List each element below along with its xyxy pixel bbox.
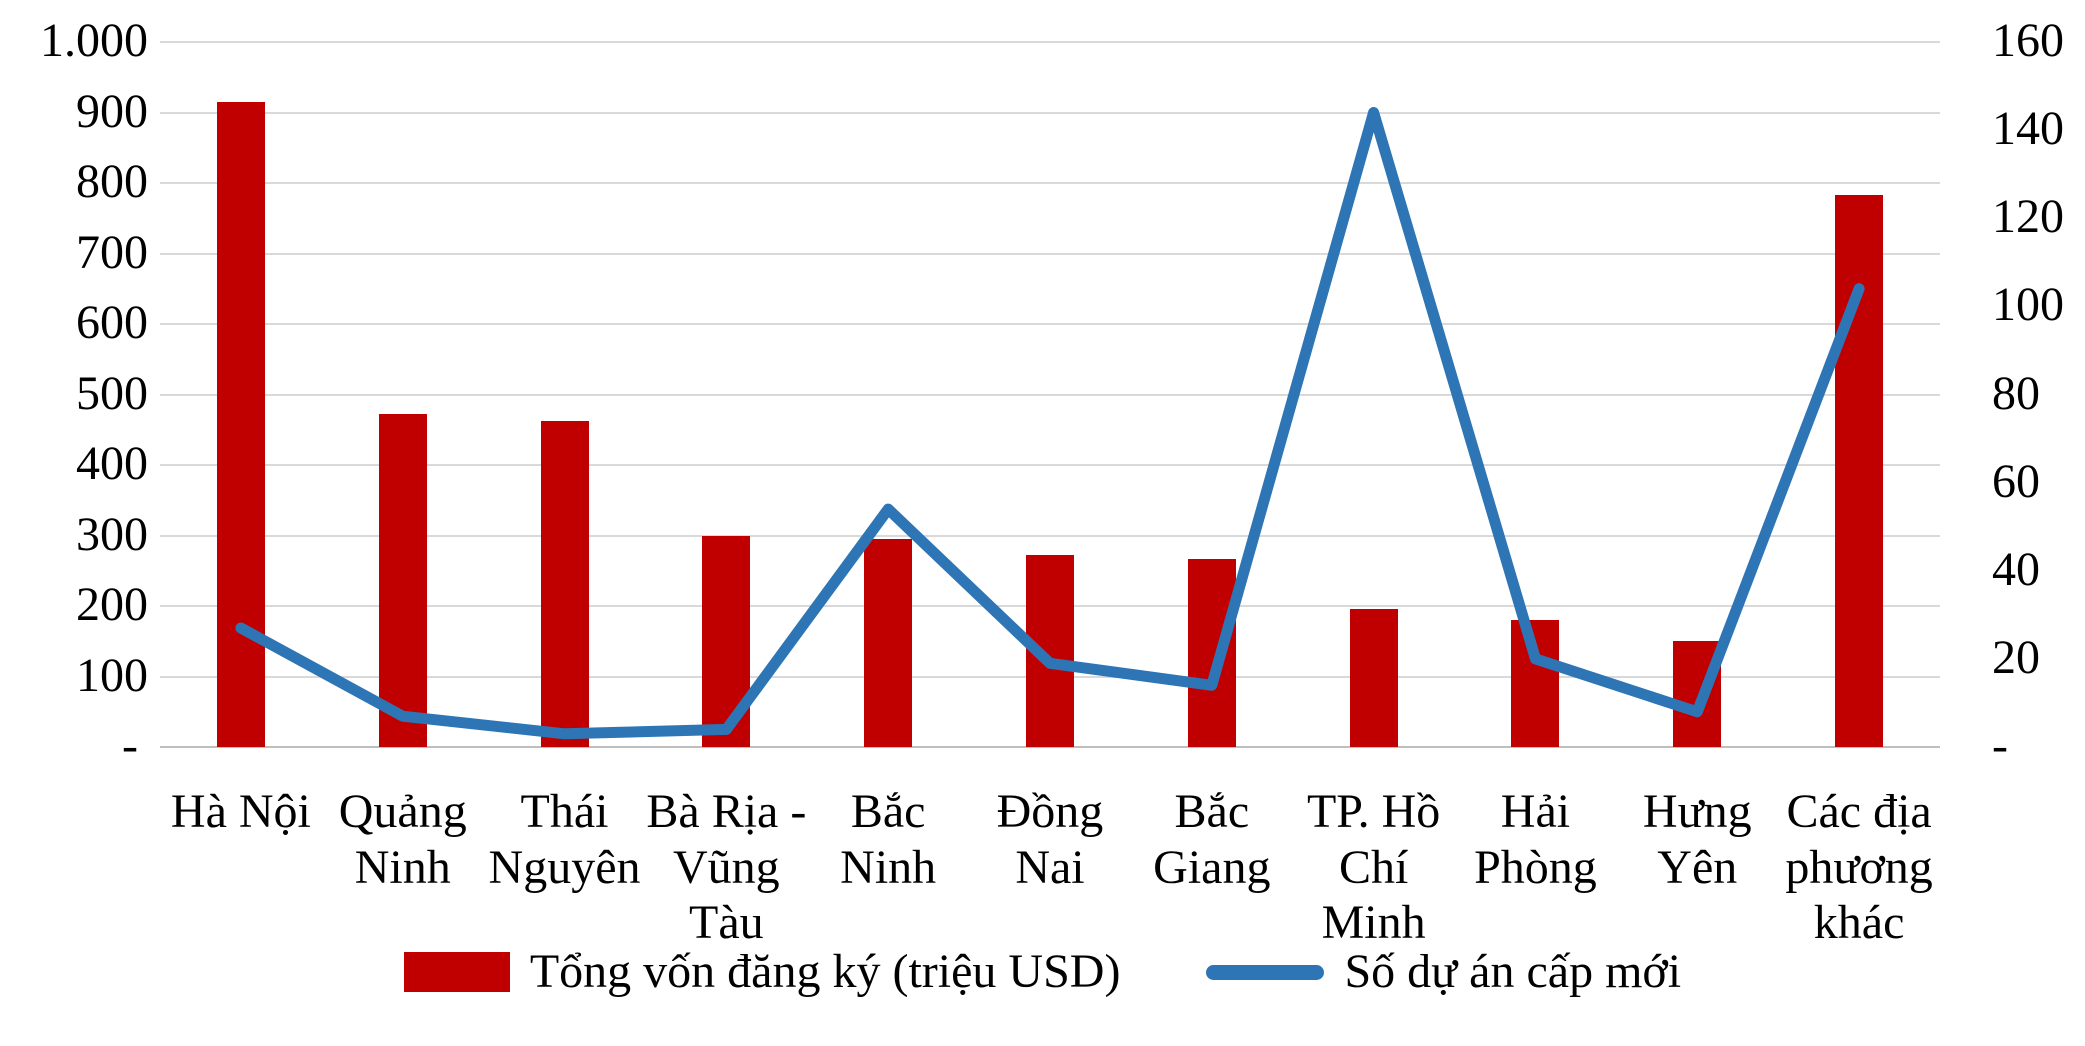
y-tick-label-right: 60 [1992,454,2040,508]
x-tick-label: Hải Phòng [1474,785,1597,894]
y-tick-label-left: 100 [76,648,148,702]
y-tick-label-right: 120 [1992,190,2064,244]
gridline [160,252,1940,255]
y-tick-label-left: 1.000 [40,14,148,68]
x-tick-label: Bắc Ninh [840,785,937,894]
gridline [160,464,1940,466]
legend-line-swatch [1206,964,1325,980]
legend: Tổng vốn đăng ký (triệu USD) Số dự án cấ… [0,948,2085,996]
legend-bar-swatch [403,952,510,992]
x-tick-label: Bà Rịa - Vũng Tàu [646,785,807,950]
y-tick-label-right: 140 [1992,102,2064,156]
bar [1187,558,1236,747]
y-tick-label-left: 400 [76,437,148,491]
bar [540,421,589,747]
legend-item-bar: Tổng vốn đăng ký (triệu USD) [403,945,1121,998]
x-axis-line [160,746,1940,748]
gridline [160,111,1940,114]
x-tick-label: Thái Nguyên [488,785,641,894]
projects-line [235,107,1865,740]
y-tick-label-right: - [1992,719,2008,773]
y-tick-label-left: - [122,719,138,773]
y-tick-label-left: 300 [76,507,148,561]
y-tick-label-left: 800 [76,155,148,209]
gridline [160,534,1940,537]
y-tick-label-right: 100 [1992,278,2064,332]
y-tick-label-left: 900 [76,84,148,138]
gridline [160,182,1940,184]
y-tick-label-right: 80 [1992,366,2040,420]
y-tick-label-left: 500 [76,366,148,420]
y-tick-label-left: 700 [76,225,148,279]
bar [378,414,427,747]
y-tick-label-right: 160 [1992,14,2064,68]
x-tick-label: TP. Hồ Chí Minh [1306,785,1441,950]
x-tick-label: Bắc Giang [1153,785,1271,894]
legend-bar-label: Tổng vốn đăng ký (triệu USD) [529,945,1121,998]
legend-item-line: Số dự án cấp mới [1206,948,1681,996]
y-tick-label-right: 40 [1992,542,2040,596]
gridline [160,41,1940,43]
x-tick-label: Các địa phương khác [1785,785,1933,950]
gridline [160,323,1940,325]
bar [1349,608,1398,747]
y-tick-label-right: 20 [1992,630,2040,684]
y-tick-label-left: 200 [76,578,148,632]
x-tick-label: Quảng Ninh [338,785,467,894]
x-tick-label: Đồng Nai [996,785,1104,894]
x-tick-label: Hưng Yên [1642,785,1752,894]
bar [864,539,913,747]
y-tick-label-left: 600 [76,296,148,350]
projects-line-layer [235,107,1865,740]
gridline [160,393,1940,396]
x-tick-label: Hà Nội [170,785,311,838]
legend-line-label: Số dự án cấp mới [1344,945,1682,998]
